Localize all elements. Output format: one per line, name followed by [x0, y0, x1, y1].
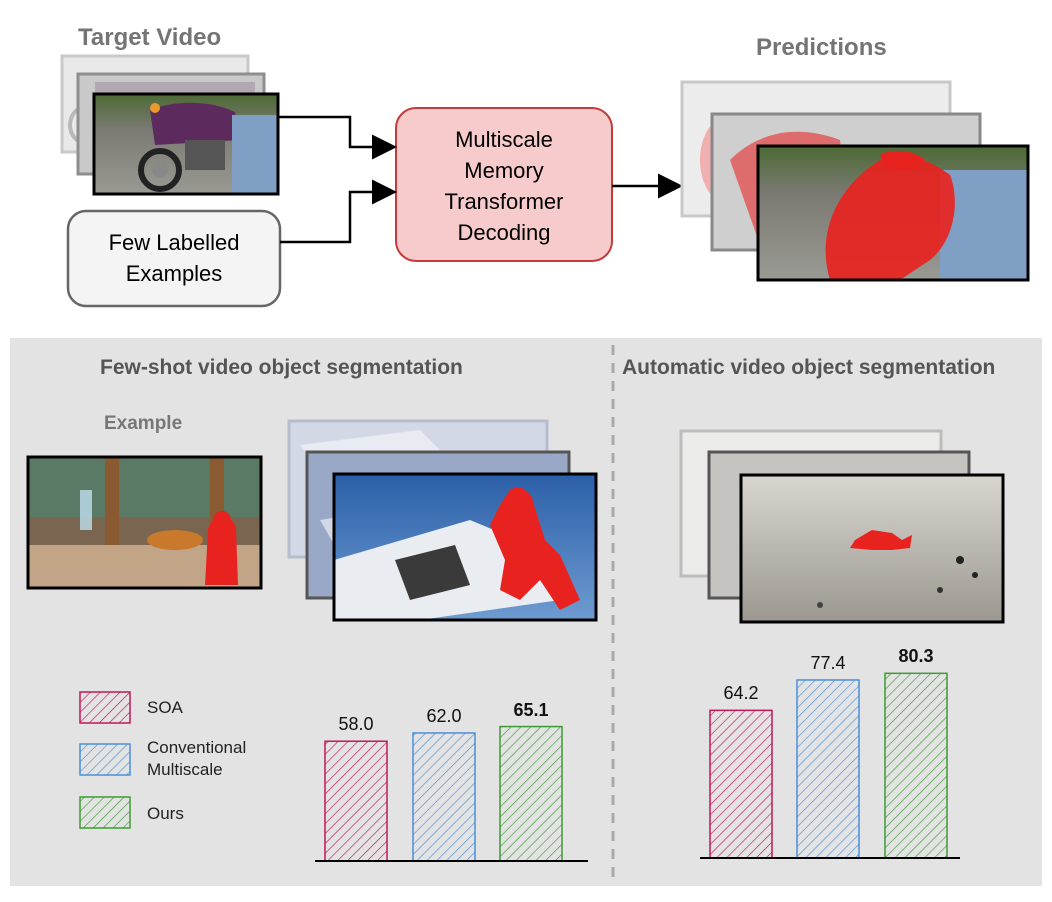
target-video-stack: [60, 54, 280, 196]
few-labelled-box: [66, 209, 282, 308]
automatic-stack: [679, 429, 1005, 624]
automatic-title: Automatic video object segmentation: [622, 356, 996, 379]
automatic-bar-soa: [709, 709, 773, 859]
fewshot-value-label-conventional: 62.0: [426, 705, 462, 726]
fewshot-bar-ours: [499, 725, 563, 862]
fewshot-bar-soa: [324, 740, 388, 862]
legend-label-ours: Ours: [147, 804, 184, 823]
legend-swatch-soa: [79, 691, 131, 724]
legend-swatch-conventional: [79, 743, 131, 776]
legend-label-conventional: Conventional Multiscale: [147, 738, 247, 779]
target-frame: [92, 92, 280, 196]
fewshot-frame: [332, 472, 598, 622]
automatic-bar-ours: [884, 672, 948, 859]
few-labelled-text: Few Labelled Examples: [108, 230, 240, 286]
automatic-value-label-soa: 64.2: [723, 683, 759, 704]
predictions-stack: [680, 80, 1030, 282]
legend-swatch-ours: [79, 796, 131, 829]
example-frame: [26, 455, 263, 590]
prediction-frame: [756, 144, 1030, 282]
decoder-text: Multiscale Memory Transformer Decoding: [444, 127, 564, 245]
fewshot-title: Few-shot video object segmentation: [100, 356, 463, 379]
predictions-label: Predictions: [756, 34, 887, 61]
arrow-examples-to-decoder: [280, 179, 397, 244]
automatic-value-label-conventional: 77.4: [810, 652, 846, 673]
target-video-label: Target Video: [78, 24, 222, 51]
fewshot-value-label-ours: 65.1: [513, 699, 549, 720]
fewshot-bar-conventional: [412, 732, 476, 862]
fewshot-bar-chart: [315, 725, 588, 862]
automatic-bar-chart: [700, 672, 960, 859]
automatic-bar-conventional: [796, 679, 860, 859]
fewshot-stack: [287, 419, 598, 622]
automatic-value-label-ours: 80.3: [898, 646, 934, 667]
legend-label-soa: SOA: [147, 698, 183, 717]
example-label: Example: [104, 413, 183, 434]
fewshot-value-label-soa: 58.0: [338, 714, 374, 735]
arrow-video-to-decoder: [278, 115, 397, 160]
automatic-frame: [739, 473, 1005, 624]
